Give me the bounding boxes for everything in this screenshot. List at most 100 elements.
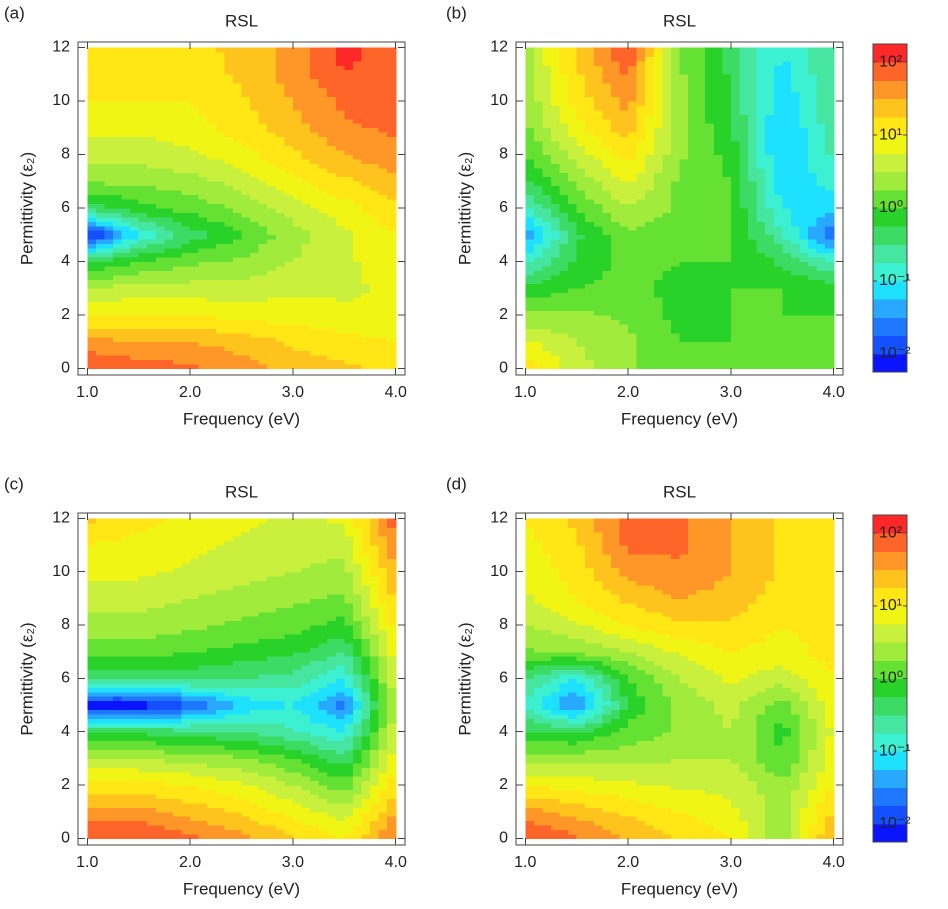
contour-cell — [121, 118, 131, 124]
contour-cell — [284, 230, 294, 236]
contour-cell — [765, 185, 775, 191]
contour-cell — [662, 274, 672, 280]
contour-cell — [232, 314, 243, 320]
contour-cell — [636, 158, 646, 164]
contour-cell — [679, 78, 689, 84]
contour-cell — [172, 91, 183, 97]
contour-cell — [95, 265, 105, 271]
contour-cell — [653, 149, 663, 155]
contour-cell — [602, 296, 612, 303]
contour-cell — [275, 283, 285, 289]
contour-cell — [679, 158, 689, 164]
contour-cell — [593, 123, 603, 129]
contour-cell — [756, 198, 766, 204]
contour-cell — [318, 136, 328, 142]
contour-cell — [825, 252, 835, 258]
contour-cell — [95, 100, 105, 106]
contour-cell — [765, 354, 775, 360]
contour-cell — [679, 212, 689, 218]
contour-cell — [748, 176, 758, 182]
contour-cell — [585, 261, 595, 267]
contour-cell — [292, 145, 303, 151]
contour-cell — [215, 158, 225, 164]
contour-cell — [104, 194, 114, 200]
contour-cell — [662, 225, 672, 231]
contour-cell — [748, 288, 758, 294]
contour-cell — [352, 56, 363, 62]
contour-cell — [275, 69, 285, 75]
contour-cell — [284, 190, 294, 196]
contour-cell — [730, 194, 741, 200]
contour-cell — [181, 283, 191, 289]
contour-cell — [773, 283, 783, 289]
contour-cell — [387, 252, 397, 258]
contour-cell — [568, 225, 578, 231]
contour-cell — [87, 78, 97, 84]
contour-cell — [352, 247, 363, 254]
contour-cell — [765, 256, 775, 262]
contour-cell — [653, 74, 663, 80]
contour-cell — [370, 292, 380, 298]
contour-cell — [576, 363, 586, 369]
contour-cell — [258, 149, 268, 155]
contour-cell — [258, 145, 268, 151]
contour-cell — [164, 341, 174, 347]
contour-cell — [696, 118, 706, 124]
contour-cell — [713, 243, 723, 249]
contour-cell — [525, 346, 535, 352]
contour-cell — [198, 225, 208, 231]
contour-cell — [232, 328, 243, 334]
contour-cell — [645, 190, 655, 196]
contour-cell — [765, 310, 775, 316]
contour-cell — [250, 319, 260, 325]
contour-cell — [361, 328, 371, 334]
contour-cell — [147, 270, 157, 276]
contour-cell — [164, 332, 174, 338]
contour-cell — [765, 207, 775, 213]
contour-cell — [327, 149, 337, 155]
contour-cell — [765, 296, 775, 303]
contour-cell — [559, 158, 569, 164]
contour-cell — [799, 154, 809, 160]
contour-cell — [232, 154, 243, 160]
contour-cell — [808, 239, 818, 245]
contour-cell — [765, 270, 775, 276]
contour-cell — [352, 314, 363, 320]
contour-cell — [636, 74, 646, 80]
contour-cell — [610, 198, 621, 204]
contour-cell — [593, 301, 603, 307]
contour-cell — [155, 123, 165, 129]
contour-cell — [284, 158, 294, 164]
contour-cell — [190, 123, 200, 129]
contour-cell — [782, 78, 792, 84]
contour-cell — [130, 256, 140, 262]
contour-cell — [722, 359, 732, 365]
contour-cell — [645, 123, 655, 129]
contour-cell — [147, 332, 157, 338]
contour-cell — [722, 181, 732, 187]
contour-cell — [232, 47, 243, 53]
contour-cell — [207, 56, 217, 62]
contour-cell — [181, 301, 191, 307]
contour-cell — [207, 203, 217, 209]
contour-cell — [559, 96, 569, 102]
contour-cell — [378, 154, 388, 160]
contour-cell — [782, 136, 792, 142]
contour-cell — [275, 363, 285, 369]
contour-cell — [559, 87, 569, 93]
contour-cell — [318, 176, 328, 182]
contour-cell — [190, 47, 200, 53]
contour-cell — [636, 288, 646, 294]
contour-cell — [378, 310, 388, 316]
contour-cell — [250, 109, 260, 115]
contour-cell — [533, 310, 543, 316]
contour-cell — [670, 74, 681, 80]
contour-cell — [653, 154, 663, 160]
contour-cell — [198, 212, 208, 218]
contour-cell — [550, 203, 561, 209]
contour-cell — [773, 323, 783, 329]
contour-cell — [585, 292, 595, 298]
contour-cell — [653, 87, 663, 93]
contour-cell — [190, 350, 200, 356]
contour-cell — [387, 346, 397, 352]
